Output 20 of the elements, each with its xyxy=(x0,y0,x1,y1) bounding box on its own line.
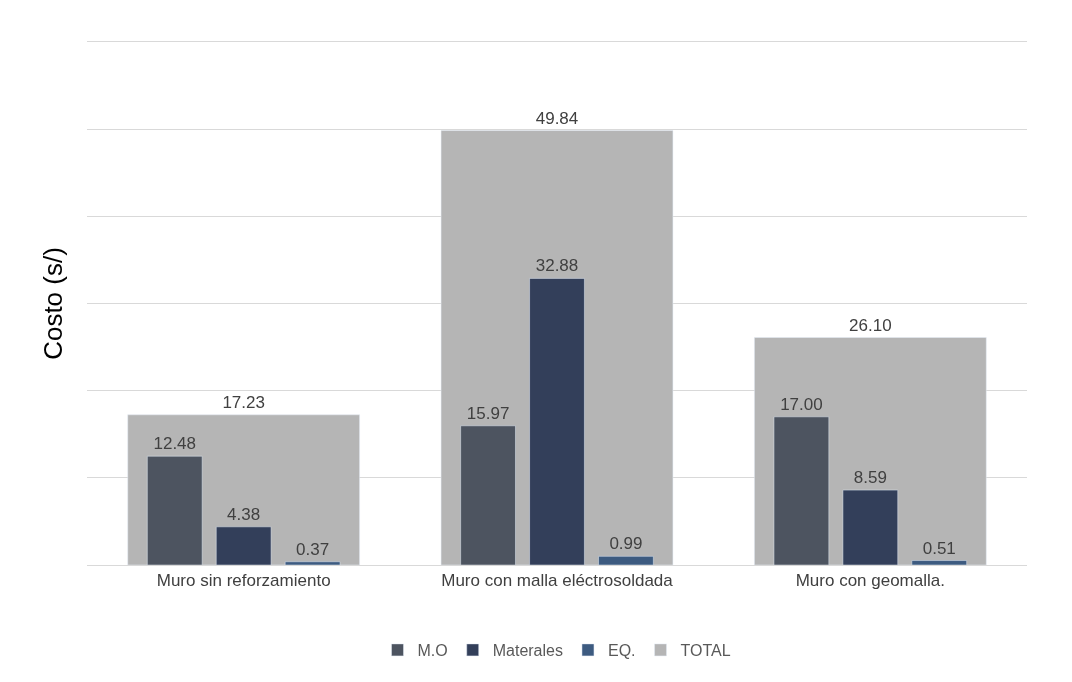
legend-label: Materales xyxy=(492,642,563,660)
y-axis-title: Costo (s/) xyxy=(38,247,69,360)
legend-label: EQ. xyxy=(607,642,636,660)
legend-label: M.O xyxy=(417,642,448,660)
data-label: 15.97 xyxy=(466,403,510,423)
data-label: 17.00 xyxy=(780,394,823,414)
data-label: 12.48 xyxy=(153,434,197,454)
x-tick-label: Muro sin reforzamiento xyxy=(156,571,331,591)
data-label: 0.37 xyxy=(296,539,330,559)
legend-label: TOTAL xyxy=(680,642,731,660)
data-label: 4.38 xyxy=(227,504,261,524)
data-label: 0.51 xyxy=(922,538,956,558)
x-tick-label: Muro con malla eléctrosoldada xyxy=(441,571,674,591)
data-label: 17.23 xyxy=(222,392,265,412)
x-tick-label: Muro con geomalla. xyxy=(795,571,945,591)
data-label: 49.84 xyxy=(535,108,579,128)
data-label: 0.99 xyxy=(609,534,643,554)
data-label: 26.10 xyxy=(849,315,892,335)
data-label: 8.59 xyxy=(853,468,887,488)
data-label: 32.88 xyxy=(535,256,579,276)
